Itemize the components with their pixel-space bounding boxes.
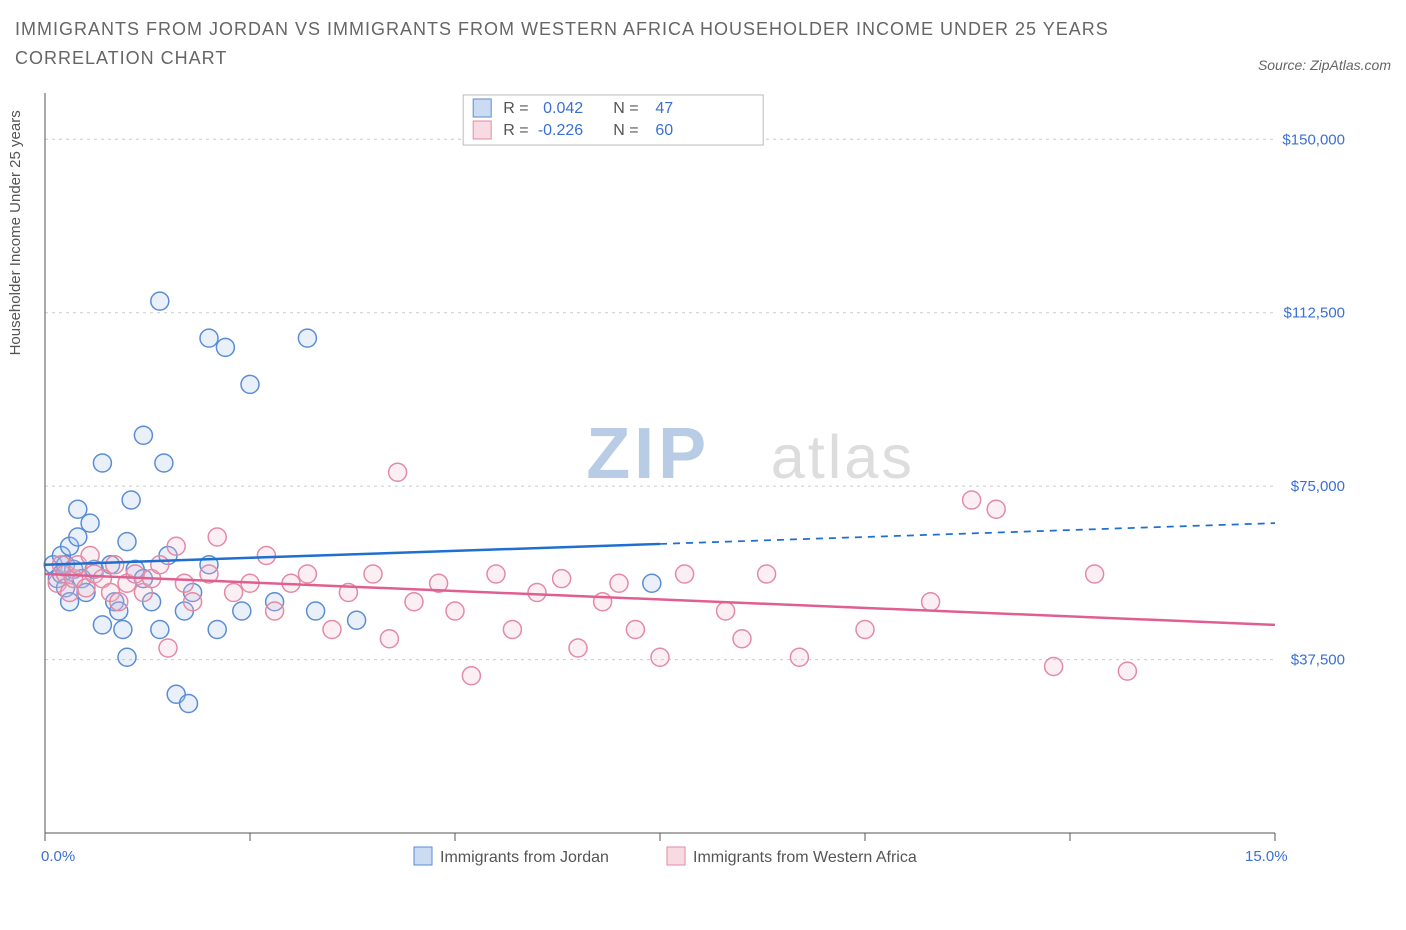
trend-line-solid <box>45 544 660 565</box>
data-point <box>676 565 694 583</box>
data-point <box>266 602 284 620</box>
data-point <box>364 565 382 583</box>
data-point <box>643 574 661 592</box>
data-point <box>717 602 735 620</box>
data-point <box>1045 657 1063 675</box>
data-point <box>93 454 111 472</box>
n-value: 60 <box>655 122 673 139</box>
r-label: R = <box>503 100 528 117</box>
data-point <box>553 569 571 587</box>
x-min-label: 0.0% <box>41 848 75 865</box>
data-point <box>180 694 198 712</box>
x-max-label: 15.0% <box>1245 848 1288 865</box>
data-point <box>151 292 169 310</box>
series-legend: Immigrants from Jordan Immigrants from We… <box>414 847 917 866</box>
series-immigrants-from-jordan <box>44 292 661 712</box>
data-point <box>110 592 128 610</box>
stats-swatch <box>473 99 491 117</box>
chart-area: Householder Income Under 25 years $37,50… <box>15 83 1391 873</box>
data-point <box>122 491 140 509</box>
watermark: ZIP atlas <box>586 413 915 493</box>
data-point <box>126 565 144 583</box>
legend-swatch <box>414 847 432 865</box>
data-point <box>610 574 628 592</box>
series-immigrants-from-western-africa <box>48 463 1136 685</box>
data-point <box>200 329 218 347</box>
y-tick-label: $112,500 <box>1284 304 1345 321</box>
data-point <box>159 639 177 657</box>
n-label: N = <box>613 100 638 117</box>
data-point <box>118 648 136 666</box>
data-point <box>856 620 874 638</box>
data-point <box>922 592 940 610</box>
stats-swatch <box>473 121 491 139</box>
y-tick-label: $75,000 <box>1291 478 1345 495</box>
data-point <box>225 583 243 601</box>
legend-label: Immigrants from Jordan <box>440 849 609 866</box>
data-point <box>257 546 275 564</box>
data-point <box>987 500 1005 518</box>
data-point <box>348 611 366 629</box>
r-value: -0.226 <box>538 122 583 139</box>
data-point <box>626 620 644 638</box>
r-value: 0.042 <box>543 100 583 117</box>
data-point <box>151 555 169 573</box>
source-name: ZipAtlas.com <box>1310 57 1391 73</box>
chart-title: IMMIGRANTS FROM JORDAN VS IMMIGRANTS FRO… <box>15 15 1115 73</box>
legend-swatch <box>667 847 685 865</box>
data-point <box>790 648 808 666</box>
data-point <box>114 620 132 638</box>
data-point <box>733 629 751 647</box>
data-point <box>233 602 251 620</box>
data-point <box>175 574 193 592</box>
data-point <box>184 592 202 610</box>
data-point <box>569 639 587 657</box>
legend-label: Immigrants from Western Africa <box>693 849 917 866</box>
data-point <box>106 555 124 573</box>
source-label: Source: <box>1258 57 1306 73</box>
data-point <box>151 620 169 638</box>
correlation-scatter-chart: $37,500 $75,000 $112,500 $150,000 ZIP atlas 0.… <box>15 83 1355 873</box>
data-point <box>208 620 226 638</box>
data-point <box>1118 662 1136 680</box>
data-point <box>134 426 152 444</box>
data-point <box>155 454 173 472</box>
data-point <box>298 565 316 583</box>
header-row: IMMIGRANTS FROM JORDAN VS IMMIGRANTS FRO… <box>15 15 1391 73</box>
data-point <box>208 528 226 546</box>
data-point <box>380 629 398 647</box>
y-tick-label: $150,000 <box>1282 131 1345 148</box>
data-point <box>118 532 136 550</box>
data-point <box>462 666 480 684</box>
data-point <box>81 514 99 532</box>
data-point <box>307 602 325 620</box>
data-point <box>1086 565 1104 583</box>
data-point <box>167 537 185 555</box>
source-credit: Source: ZipAtlas.com <box>1258 57 1391 73</box>
data-point <box>487 565 505 583</box>
data-point <box>528 583 546 601</box>
data-point <box>93 615 111 633</box>
svg-text:atlas: atlas <box>771 422 915 490</box>
data-point <box>651 648 669 666</box>
data-point <box>963 491 981 509</box>
data-point <box>298 329 316 347</box>
y-axis-label: Householder Income Under 25 years <box>7 110 24 355</box>
r-label: R = <box>503 122 528 139</box>
y-tick-label: $37,500 <box>1291 651 1345 668</box>
data-point <box>241 375 259 393</box>
data-point <box>503 620 521 638</box>
data-point <box>323 620 341 638</box>
stats-legend: R = 0.042 N = 47 R = -0.226 N = 60 <box>463 95 763 145</box>
data-point <box>446 602 464 620</box>
n-value: 47 <box>655 100 673 117</box>
data-point <box>758 565 776 583</box>
n-label: N = <box>613 122 638 139</box>
data-point <box>216 338 234 356</box>
svg-text:ZIP: ZIP <box>586 413 710 493</box>
data-point <box>389 463 407 481</box>
data-point <box>405 592 423 610</box>
trend-line-dashed <box>660 523 1275 544</box>
data-point <box>594 592 612 610</box>
